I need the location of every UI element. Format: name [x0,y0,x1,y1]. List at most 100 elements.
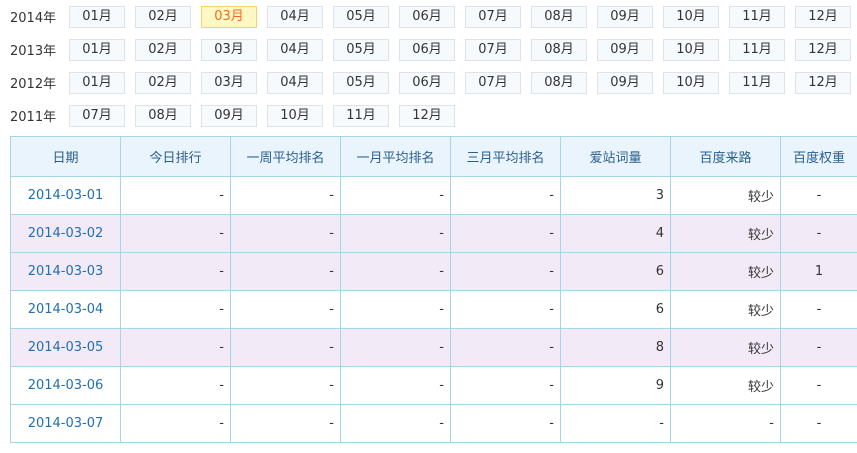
table-cell: - [780,290,857,329]
table-cell: 较少 [670,252,781,291]
month-button[interactable]: 02月 [135,38,191,61]
month-button[interactable]: 06月 [399,71,455,94]
month-button[interactable]: 07月 [465,38,521,61]
table-cell: - [120,176,231,215]
date-link[interactable]: 2014-03-01 [10,176,121,215]
table-cell: 较少 [670,328,781,367]
month-button[interactable]: 01月 [69,71,125,94]
table-cell: - [230,176,341,215]
table-cell: - [780,366,857,405]
month-button[interactable]: 09月 [597,5,653,28]
month-button[interactable]: 08月 [531,71,587,94]
month-button[interactable]: 10月 [663,5,719,28]
table-cell: 4 [560,214,671,253]
table-row: 2014-03-02- - - -4 较少 - [10,214,857,253]
year-row: 2014年 01月 02月 03月 04月 05月 06月 07月 08月 09月 10月 11月 12… [0,5,851,28]
table-cell: - [230,366,341,405]
date-link[interactable]: 2014-03-04 [10,290,121,329]
table-header: 日期 今日排行 一周平均排名 一月平均排名 三月平均排名 爱站词量 百度来路 百度权重 [10,136,857,177]
month-button[interactable]: 08月 [531,38,587,61]
column-header: 一月平均排名 [340,136,451,177]
table-cell: - [120,404,231,443]
table-cell: - [340,328,451,367]
month-button[interactable]: 05月 [333,5,389,28]
year-label: 2011年 [10,110,57,125]
month-button[interactable]: 07月 [69,104,125,127]
table-cell: - [120,252,231,291]
date-link[interactable]: 2014-03-03 [10,252,121,291]
month-button[interactable]: 03月 [201,38,257,61]
table-cell: - [340,176,451,215]
month-button[interactable]: 12月 [399,104,455,127]
table-cell: - [120,214,231,253]
column-header: 日期 [10,136,121,177]
month-button[interactable]: 05月 [333,71,389,94]
month-button[interactable]: 10月 [663,38,719,61]
month-button[interactable]: 02月 [135,5,191,28]
column-header: 百度来路 [670,136,781,177]
year-row: 2013年 01月 02月 03月 04月 05月 06月 07月 08月 09月 10月 11月 12… [0,38,851,61]
table-cell: 9 [560,366,671,405]
table-cell: - [450,366,561,405]
table-row: 2014-03-04- - - -6 较少 - [10,290,857,329]
year-row: 2012年 01月 02月 03月 04月 05月 06月 07月 08月 09月 10月 11月 12… [0,71,851,94]
month-button[interactable]: 07月 [465,5,521,28]
year-label: 2012年 [10,77,57,92]
table-cell: - [450,328,561,367]
month-button[interactable]: 09月 [201,104,257,127]
month-button[interactable]: 09月 [597,71,653,94]
column-header: 百度权重 [780,136,857,177]
month-button[interactable]: 06月 [399,5,455,28]
month-button[interactable]: 12月 [795,71,851,94]
table-cell: 8 [560,328,671,367]
table-cell: - [340,214,451,253]
month-button[interactable]: 04月 [267,71,323,94]
month-button[interactable]: 11月 [729,71,785,94]
month-button[interactable]: 12月 [795,5,851,28]
date-link[interactable]: 2014-03-06 [10,366,121,405]
month-button[interactable]: 09月 [597,38,653,61]
date-link[interactable]: 2014-03-02 [10,214,121,253]
month-button[interactable]: 01月 [69,5,125,28]
date-link[interactable]: 2014-03-05 [10,328,121,367]
table-cell: - [450,252,561,291]
month-button[interactable]: 04月 [267,38,323,61]
month-button[interactable]: 03月 [201,5,257,28]
month-button[interactable]: 04月 [267,5,323,28]
table-cell: - [120,366,231,405]
table-cell: - [450,214,561,253]
year-label: 2014年 [10,11,57,26]
month-button[interactable]: 10月 [663,71,719,94]
month-button[interactable]: 02月 [135,71,191,94]
date-link[interactable]: 2014-03-07 [10,404,121,443]
month-button[interactable]: 01月 [69,38,125,61]
table-cell: - [780,214,857,253]
month-button[interactable]: 11月 [333,104,389,127]
table-cell: - [230,404,341,443]
month-button[interactable]: 12月 [795,38,851,61]
table-cell: - [670,404,781,443]
table-cell: - [230,214,341,253]
column-header: 三月平均排名 [450,136,561,177]
table-cell: 1 [780,252,857,291]
table-cell: - [560,404,671,443]
month-button[interactable]: 11月 [729,5,785,28]
month-button[interactable]: 11月 [729,38,785,61]
column-header: 一周平均排名 [230,136,341,177]
table-cell: 较少 [670,290,781,329]
month-button[interactable]: 08月 [531,5,587,28]
table-cell: - [120,290,231,329]
month-button[interactable]: 05月 [333,38,389,61]
month-button[interactable]: 03月 [201,71,257,94]
table-cell: 6 [560,252,671,291]
table-cell: 较少 [670,176,781,215]
year-label: 2013年 [10,44,57,59]
table-cell: - [230,290,341,329]
table-cell: 6 [560,290,671,329]
month-button[interactable]: 08月 [135,104,191,127]
month-button[interactable]: 07月 [465,71,521,94]
table-cell: - [340,290,451,329]
table-cell: - [780,176,857,215]
month-button[interactable]: 10月 [267,104,323,127]
month-button[interactable]: 06月 [399,38,455,61]
